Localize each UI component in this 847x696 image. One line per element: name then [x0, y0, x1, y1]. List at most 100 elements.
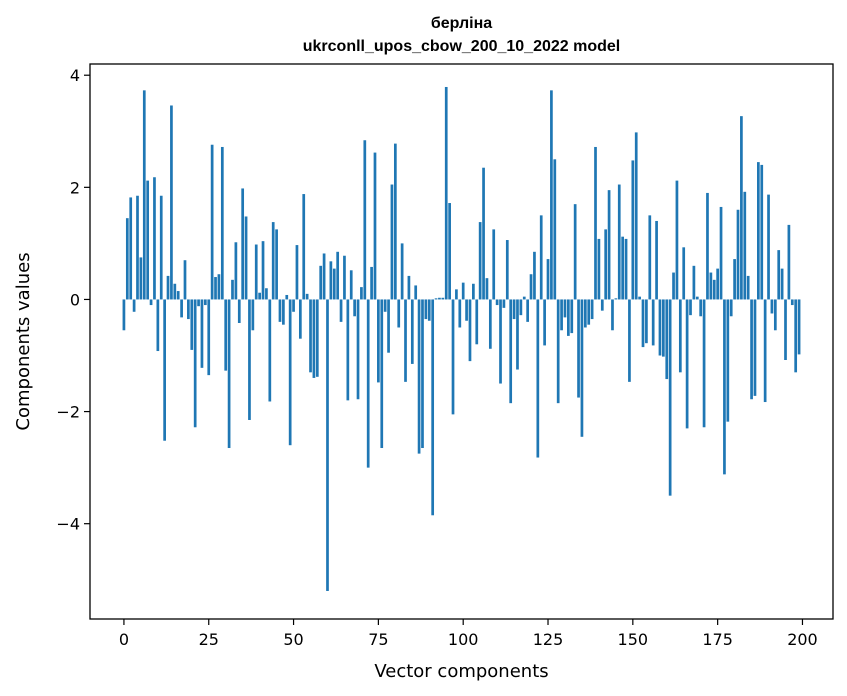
bar: [678, 299, 682, 373]
bar: [794, 299, 798, 373]
bar: [760, 164, 764, 300]
bar: [400, 243, 404, 300]
bars-layer: [122, 86, 801, 591]
bar: [699, 299, 703, 317]
bar: [275, 229, 278, 300]
bar: [533, 251, 536, 300]
bar: [237, 299, 241, 323]
bar: [129, 197, 133, 300]
bar: [244, 216, 248, 300]
bar: [251, 299, 255, 331]
bar: [604, 229, 608, 300]
bar: [577, 299, 580, 398]
bar: [224, 299, 228, 371]
bar: [326, 299, 329, 591]
bar: [695, 296, 699, 300]
bar: [122, 299, 126, 331]
x-tick-label: 200: [787, 630, 818, 649]
bar: [455, 289, 458, 300]
bar: [332, 268, 336, 300]
bar: [444, 86, 448, 300]
bar: [784, 299, 787, 360]
bar: [719, 206, 723, 300]
bar: [417, 299, 421, 454]
bar: [583, 299, 587, 328]
bar: [770, 299, 774, 314]
bar: [136, 195, 139, 300]
bar: [651, 299, 655, 346]
bar: [139, 257, 143, 300]
bar: [621, 236, 625, 300]
bar: [570, 299, 574, 334]
bar: [482, 167, 485, 300]
bar: [187, 299, 190, 320]
bar: [383, 299, 387, 312]
bar: [231, 279, 234, 300]
bar: [600, 299, 604, 311]
bar: [125, 218, 129, 300]
bar: [217, 274, 221, 300]
bar: [173, 283, 177, 300]
bar: [414, 285, 418, 300]
bar: [641, 299, 645, 348]
bar: [543, 299, 546, 346]
y-tick-label: −4: [56, 515, 80, 534]
bar: [702, 299, 706, 428]
bar: [516, 299, 519, 370]
bar: [421, 299, 424, 449]
bar: [797, 299, 801, 355]
bar: [509, 299, 513, 404]
bar: [773, 299, 777, 331]
bar: [214, 277, 217, 300]
bar: [149, 299, 153, 306]
bar: [200, 299, 204, 368]
bar: [567, 299, 570, 336]
bar: [373, 152, 377, 300]
bar: [563, 299, 567, 318]
bar: [319, 265, 323, 300]
bar: [305, 293, 309, 300]
bar: [434, 298, 438, 300]
bar: [166, 275, 170, 300]
bar: [536, 299, 540, 458]
bar: [716, 268, 719, 300]
bar: [655, 220, 658, 300]
bar: [268, 299, 272, 402]
x-tick-label: 75: [368, 630, 388, 649]
bar: [488, 299, 492, 349]
bar: [458, 299, 462, 328]
bar: [492, 229, 496, 300]
bar: [146, 180, 150, 300]
bar: [322, 253, 326, 300]
bar: [597, 238, 601, 300]
bar: [624, 238, 628, 300]
chart-title: берліна: [431, 15, 492, 32]
bar: [682, 247, 686, 300]
bar: [227, 299, 231, 449]
bar: [441, 297, 445, 300]
bar: [560, 299, 563, 331]
bar: [336, 251, 340, 300]
bar: [193, 299, 197, 428]
bar: [672, 272, 675, 300]
bar: [709, 272, 713, 300]
bar: [706, 192, 709, 300]
bar: [648, 215, 652, 300]
bar: [767, 194, 770, 300]
bar: [495, 299, 499, 306]
bar: [763, 299, 767, 403]
bar: [740, 116, 743, 300]
bar: [438, 297, 441, 300]
x-tick-label: 25: [199, 630, 219, 649]
bar: [526, 299, 530, 322]
bar: [210, 144, 214, 300]
bar: [529, 274, 533, 300]
bar: [499, 299, 502, 384]
bar: [288, 299, 292, 446]
bar: [729, 299, 733, 317]
bar: [278, 299, 282, 322]
bar: [502, 299, 506, 308]
bar: [312, 299, 316, 378]
x-tick-label: 100: [448, 630, 479, 649]
